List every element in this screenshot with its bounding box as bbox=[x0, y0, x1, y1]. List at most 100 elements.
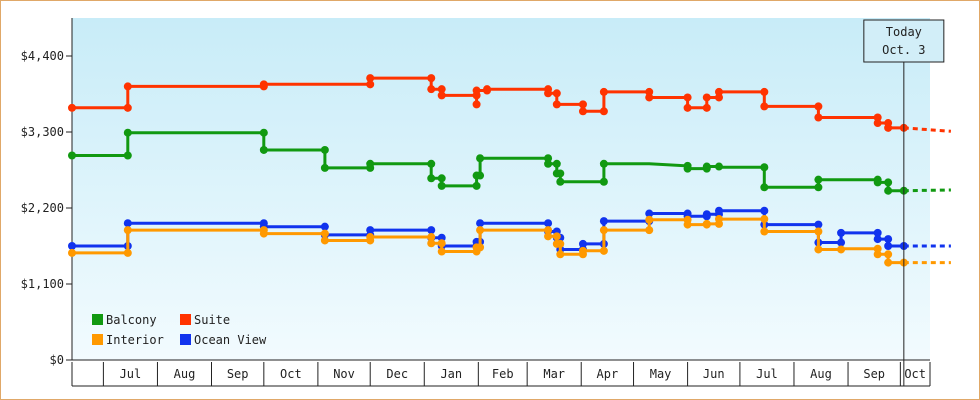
data-point bbox=[599, 226, 608, 235]
data-point bbox=[68, 103, 76, 112]
data-point bbox=[814, 175, 823, 184]
data-point bbox=[544, 226, 553, 235]
data-point bbox=[814, 245, 823, 254]
data-point bbox=[68, 242, 76, 250]
month-label: Oct bbox=[904, 367, 926, 381]
data-point bbox=[837, 228, 846, 237]
month-label: Aug bbox=[174, 367, 196, 381]
data-point bbox=[476, 171, 485, 180]
data-point bbox=[873, 119, 882, 128]
month-label: Feb bbox=[492, 367, 514, 381]
data-point bbox=[814, 113, 823, 122]
data-point bbox=[320, 236, 329, 245]
data-point bbox=[760, 227, 769, 236]
y-tick-label: $2,200 bbox=[21, 201, 64, 215]
data-point bbox=[123, 219, 132, 228]
data-point bbox=[578, 107, 587, 116]
data-point bbox=[472, 86, 481, 95]
month-label: Jul bbox=[756, 367, 778, 381]
data-point bbox=[472, 181, 481, 190]
month-label: Sep bbox=[863, 367, 885, 381]
data-point bbox=[884, 186, 893, 195]
month-label: Mar bbox=[543, 367, 565, 381]
legend-swatch bbox=[92, 314, 103, 325]
data-point bbox=[544, 154, 553, 163]
data-point bbox=[123, 128, 132, 137]
data-point bbox=[552, 89, 561, 98]
data-point bbox=[599, 159, 608, 168]
data-point bbox=[483, 85, 492, 94]
month-label: Jul bbox=[120, 367, 142, 381]
month-label: Dec bbox=[386, 367, 408, 381]
data-point bbox=[437, 233, 446, 242]
data-point bbox=[68, 248, 76, 257]
data-point bbox=[556, 239, 565, 248]
month-label: Apr bbox=[597, 367, 619, 381]
data-point bbox=[873, 235, 882, 244]
data-point bbox=[837, 245, 846, 254]
data-point bbox=[259, 80, 268, 89]
data-point bbox=[437, 174, 446, 183]
data-point bbox=[714, 87, 723, 96]
month-label: Oct bbox=[280, 367, 302, 381]
legend-swatch bbox=[180, 334, 191, 345]
data-point bbox=[702, 93, 711, 102]
data-point bbox=[123, 82, 132, 91]
data-point bbox=[702, 162, 711, 171]
data-point bbox=[544, 232, 553, 241]
data-point bbox=[427, 159, 436, 168]
data-point bbox=[123, 103, 132, 112]
data-point bbox=[760, 87, 769, 96]
month-label: Jan bbox=[440, 367, 462, 381]
data-point bbox=[873, 250, 882, 259]
legend-label: Balcony bbox=[106, 313, 157, 327]
data-point bbox=[123, 151, 132, 160]
data-point bbox=[552, 232, 561, 241]
data-point bbox=[366, 80, 375, 89]
y-tick-label: $3,300 bbox=[21, 125, 64, 139]
data-point bbox=[259, 128, 268, 137]
data-point bbox=[599, 217, 608, 226]
data-point bbox=[578, 246, 587, 255]
series-balcony bbox=[68, 128, 951, 195]
data-point bbox=[884, 178, 893, 187]
data-point bbox=[702, 219, 711, 228]
y-tick-label: $0 bbox=[50, 353, 64, 367]
data-point bbox=[578, 100, 587, 109]
legend: Balcony Suite Interior Ocean View bbox=[92, 313, 267, 347]
data-point bbox=[702, 210, 711, 219]
data-point bbox=[814, 102, 823, 111]
data-point bbox=[320, 229, 329, 238]
data-point bbox=[884, 123, 893, 132]
data-point bbox=[472, 100, 481, 109]
data-point bbox=[320, 222, 329, 231]
month-label: Aug bbox=[810, 367, 832, 381]
data-point bbox=[814, 220, 823, 229]
data-point bbox=[578, 239, 587, 248]
data-point bbox=[427, 239, 436, 248]
data-point bbox=[320, 145, 329, 154]
legend-swatch bbox=[92, 334, 103, 345]
data-point bbox=[645, 87, 654, 96]
data-point bbox=[645, 215, 654, 224]
data-point bbox=[427, 233, 436, 242]
data-point bbox=[556, 169, 565, 178]
data-point bbox=[366, 226, 375, 235]
data-point bbox=[366, 74, 375, 83]
data-point bbox=[873, 113, 882, 122]
data-point bbox=[556, 250, 565, 259]
data-point bbox=[760, 183, 769, 192]
data-point bbox=[599, 246, 608, 255]
data-point bbox=[544, 89, 553, 98]
data-point bbox=[599, 87, 608, 96]
data-point bbox=[714, 162, 723, 171]
data-point bbox=[702, 103, 711, 112]
data-point bbox=[476, 219, 485, 228]
plot-background bbox=[72, 18, 930, 360]
y-tick-label: $4,400 bbox=[21, 49, 64, 63]
month-label: Nov bbox=[333, 367, 355, 381]
data-point bbox=[683, 220, 692, 229]
data-point bbox=[366, 233, 375, 242]
y-axis: $0 $1,100 $2,200 $3,300 $4,400 bbox=[21, 18, 930, 367]
